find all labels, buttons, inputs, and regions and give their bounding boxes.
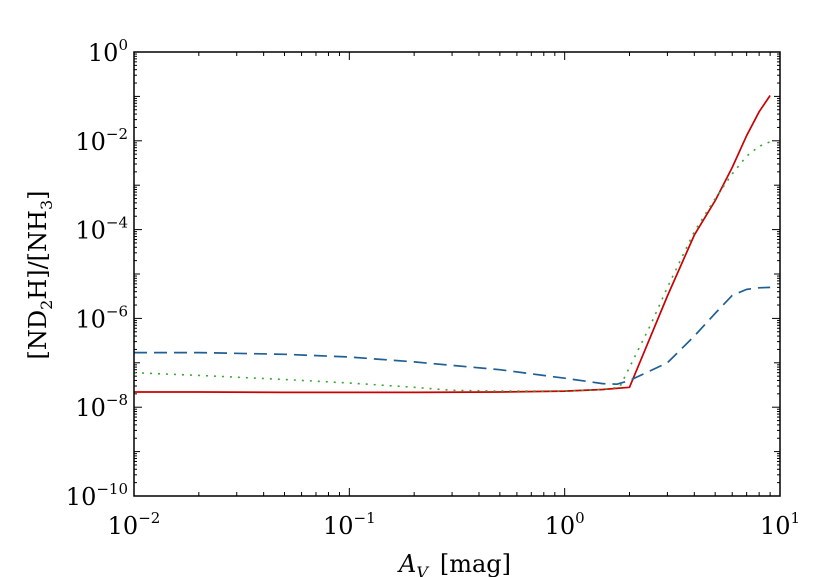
series-line-dashed: [134, 286, 771, 386]
y-tick-label: 100: [88, 36, 128, 67]
x-tick-label: 10−1: [323, 509, 376, 540]
y-tick-labels: 100 10−2 10−4 10−6 10−8 10−10: [66, 36, 128, 511]
x-tick-label: 100: [545, 509, 585, 540]
y-tick-label: 10−2: [75, 125, 128, 156]
x-tick-label: 10−2: [108, 509, 161, 540]
y-tick-label: 10−8: [75, 391, 128, 422]
y-tick-label: 10−4: [75, 214, 128, 245]
series-line-dotted: [133, 141, 771, 392]
y-tick-label: 10−10: [66, 480, 128, 511]
x-tick-labels: 10−2 10−1 100 101: [108, 509, 800, 540]
plot-frame: [133, 51, 781, 497]
y-axis-label: [ND2H]/[NH3]: [24, 190, 56, 359]
series-line-solid: [134, 95, 771, 394]
x-axis-label: AV [mag]: [397, 550, 511, 577]
x-tick-label: 101: [760, 509, 800, 540]
series-layer: [133, 95, 771, 394]
y-tick-label: 10−6: [75, 302, 128, 333]
tick-marks: [133, 51, 781, 497]
